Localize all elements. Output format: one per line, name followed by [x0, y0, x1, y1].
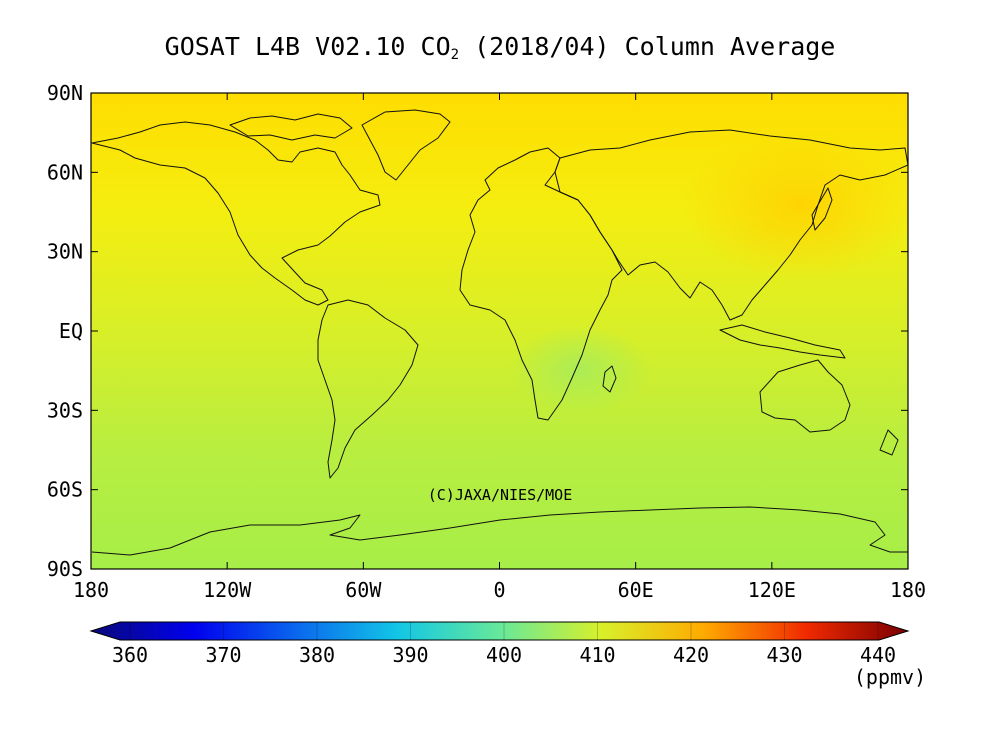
coastlines: [91, 109, 908, 556]
lon-tick-label: 0: [493, 578, 505, 602]
lat-tick-label: EQ: [59, 319, 83, 343]
coastline-europe-africa: [459, 147, 623, 421]
coastline-japan: [811, 187, 833, 231]
coastline-antarctica: [91, 506, 908, 556]
lat-tick-label: 30N: [47, 240, 83, 264]
lon-tick-label: 120E: [748, 578, 796, 602]
coastline-new-zealand: [879, 429, 899, 456]
coastline-greenland: [361, 109, 451, 181]
lon-tick-label: 180: [890, 578, 926, 602]
map-title: GOSAT L4B V02.10 CO2 (2018/04) Column Av…: [165, 32, 836, 63]
colorbar-tick-label: 440: [860, 643, 896, 667]
lon-tick-label: 180: [73, 578, 109, 602]
lat-tick-label: 90N: [47, 81, 83, 105]
latitude-axis: 90N 60N 30N EQ 30S 60S 90S: [47, 81, 908, 581]
colorbar-tick-label: 360: [112, 643, 148, 667]
colorbar-tick-label: 370: [205, 643, 241, 667]
lat-tick-label: 90S: [47, 557, 83, 581]
coastline-south-america: [317, 299, 419, 479]
longitude-axis: 180 120W 60W 0 60E 120E 180: [73, 93, 926, 602]
colorbar-tick-label: 390: [392, 643, 428, 667]
colorbar-tick-label: 430: [766, 643, 802, 667]
lon-tick-label: 60E: [618, 578, 654, 602]
lat-tick-label: 30S: [47, 398, 83, 422]
colorbar-tick-label: 420: [673, 643, 709, 667]
colorbar-ticks: 360 370 380 390 400 410 420 430 440: [112, 622, 896, 667]
coastline-madagascar: [602, 365, 617, 393]
colorbar-tick-label: 400: [486, 643, 522, 667]
lon-tick-label: 120W: [203, 578, 252, 602]
colorbar-bar: [89, 621, 910, 641]
co2-concentration-field: [91, 93, 908, 569]
colorbar-tick-label: 410: [579, 643, 615, 667]
copyright-credit: (C)JAXA/NIES/MOE: [428, 486, 573, 504]
lat-tick-label: 60S: [47, 478, 83, 502]
coastline-maritime-continent: [719, 324, 846, 359]
coastline-australia: [759, 359, 851, 433]
lat-tick-label: 60N: [47, 160, 83, 184]
lon-tick-label: 60W: [345, 578, 382, 602]
coastline-arctic-islands: [229, 113, 353, 141]
colorbar-tick-label: 380: [299, 643, 335, 667]
coastline-asia: [554, 129, 908, 321]
colorbar: 360 370 380 390 400 410 420 430 440 (ppmv): [89, 621, 926, 689]
colorbar-unit: (ppmv): [854, 665, 926, 689]
coastline-north-america: [91, 121, 381, 306]
